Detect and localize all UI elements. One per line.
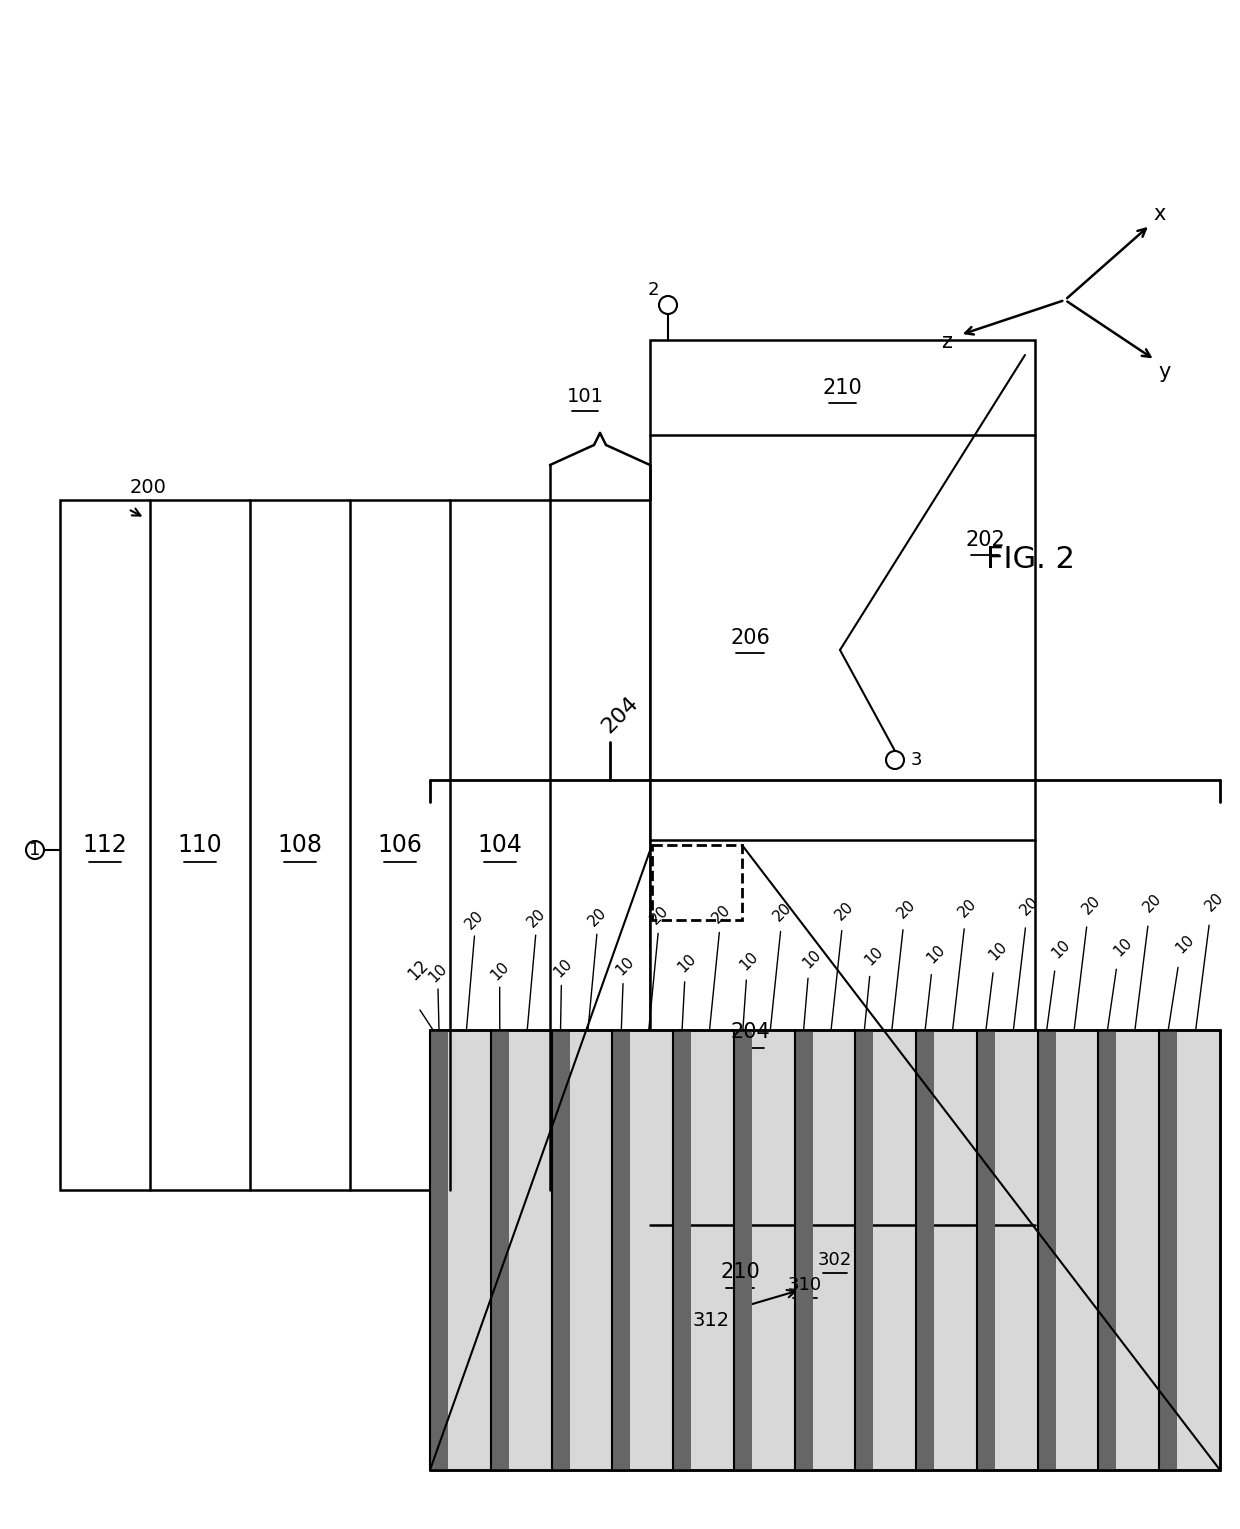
Text: 106: 106 xyxy=(377,833,423,856)
Bar xyxy=(430,1031,1220,1469)
Text: 312: 312 xyxy=(693,1310,730,1330)
Text: 10: 10 xyxy=(800,946,823,971)
Bar xyxy=(734,1031,751,1469)
Bar xyxy=(60,500,650,1190)
Text: 20: 20 xyxy=(709,902,733,927)
Text: 108: 108 xyxy=(278,833,322,856)
Bar xyxy=(795,1031,812,1469)
Text: 206: 206 xyxy=(730,627,770,647)
Bar xyxy=(977,1031,994,1469)
Text: 202: 202 xyxy=(965,531,1004,550)
Text: 210: 210 xyxy=(720,1263,760,1283)
Text: 20: 20 xyxy=(1203,890,1226,914)
Text: 10: 10 xyxy=(1111,934,1135,959)
Text: z: z xyxy=(941,332,952,352)
Text: 10: 10 xyxy=(1173,933,1198,956)
Text: 101: 101 xyxy=(567,387,604,407)
Bar xyxy=(613,1031,630,1469)
Text: 20: 20 xyxy=(956,896,980,920)
Text: 104: 104 xyxy=(477,833,522,856)
Text: 20: 20 xyxy=(585,905,610,930)
Text: x: x xyxy=(1153,203,1166,225)
Text: 10: 10 xyxy=(489,959,512,983)
Bar xyxy=(491,1031,508,1469)
Bar xyxy=(916,1031,934,1469)
Text: 10: 10 xyxy=(1049,937,1073,962)
Bar xyxy=(673,1031,691,1469)
Text: 3: 3 xyxy=(911,751,923,769)
Bar xyxy=(552,1031,569,1469)
Bar xyxy=(652,846,742,920)
Text: 20: 20 xyxy=(1141,891,1164,916)
Text: 310: 310 xyxy=(787,1277,822,1294)
Text: 2: 2 xyxy=(647,281,658,300)
Text: 20: 20 xyxy=(1017,894,1042,919)
Text: 10: 10 xyxy=(551,956,574,980)
Bar xyxy=(650,339,1035,1320)
Text: 10: 10 xyxy=(862,943,887,968)
Bar xyxy=(1038,1031,1055,1469)
Text: 20: 20 xyxy=(1079,893,1104,917)
Text: 200: 200 xyxy=(130,479,167,497)
Text: 302: 302 xyxy=(818,1251,852,1269)
Text: 10: 10 xyxy=(425,960,450,985)
Text: 10: 10 xyxy=(738,950,761,972)
Text: 1: 1 xyxy=(30,841,41,859)
Text: 210: 210 xyxy=(822,378,862,398)
Bar xyxy=(1099,1031,1116,1469)
Text: 20: 20 xyxy=(647,904,672,928)
Text: FIG. 2: FIG. 2 xyxy=(986,546,1074,575)
Text: y: y xyxy=(1159,362,1172,382)
Bar xyxy=(856,1031,873,1469)
Text: 10: 10 xyxy=(613,954,637,979)
Text: 10: 10 xyxy=(924,942,949,966)
Text: 112: 112 xyxy=(83,833,128,856)
Text: 20: 20 xyxy=(463,908,486,933)
Text: 12: 12 xyxy=(404,956,432,983)
Text: 204: 204 xyxy=(730,1023,770,1043)
Text: 10: 10 xyxy=(986,939,1011,963)
Text: 110: 110 xyxy=(177,833,222,856)
Text: 20: 20 xyxy=(832,899,857,924)
Bar xyxy=(430,1031,448,1469)
Text: 20: 20 xyxy=(771,901,795,925)
Text: 10: 10 xyxy=(675,951,699,976)
Text: 20: 20 xyxy=(525,907,548,931)
Bar xyxy=(1159,1031,1177,1469)
Text: 20: 20 xyxy=(894,898,919,922)
Text: 204: 204 xyxy=(598,693,642,737)
